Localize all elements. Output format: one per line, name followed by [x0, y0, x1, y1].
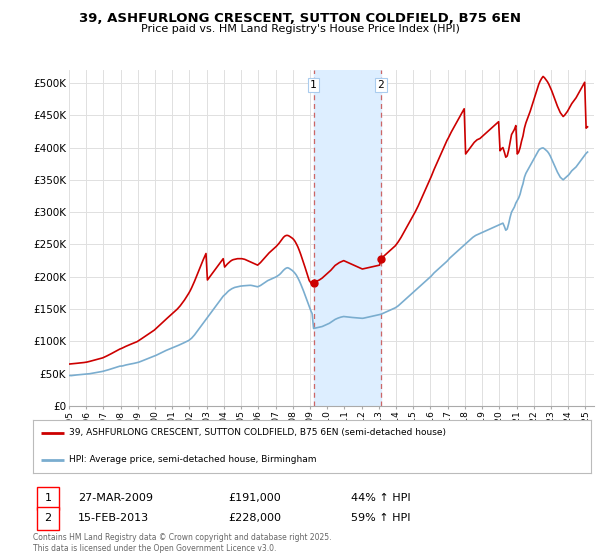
Text: 39, ASHFURLONG CRESCENT, SUTTON COLDFIELD, B75 6EN: 39, ASHFURLONG CRESCENT, SUTTON COLDFIEL… [79, 12, 521, 25]
Text: 59% ↑ HPI: 59% ↑ HPI [351, 513, 410, 523]
Text: £191,000: £191,000 [229, 493, 281, 503]
Text: 2: 2 [377, 80, 385, 90]
Text: 15-FEB-2013: 15-FEB-2013 [77, 513, 149, 523]
Text: 1: 1 [44, 493, 52, 503]
Bar [314, 70, 381, 406]
Text: Price paid vs. HM Land Registry's House Price Index (HPI): Price paid vs. HM Land Registry's House … [140, 24, 460, 34]
Text: £228,000: £228,000 [229, 513, 281, 523]
Text: 27-MAR-2009: 27-MAR-2009 [77, 493, 152, 503]
Bar [37, 487, 59, 510]
Text: 1: 1 [310, 80, 317, 90]
Text: 39, ASHFURLONG CRESCENT, SUTTON COLDFIELD, B75 6EN (semi-detached house): 39, ASHFURLONG CRESCENT, SUTTON COLDFIEL… [69, 428, 446, 437]
Text: HPI: Average price, semi-detached house, Birmingham: HPI: Average price, semi-detached house,… [69, 455, 317, 464]
Text: Contains HM Land Registry data © Crown copyright and database right 2025.
This d: Contains HM Land Registry data © Crown c… [33, 533, 331, 553]
Bar [37, 507, 59, 530]
Text: 44% ↑ HPI: 44% ↑ HPI [351, 493, 410, 503]
Text: 2: 2 [44, 513, 52, 523]
